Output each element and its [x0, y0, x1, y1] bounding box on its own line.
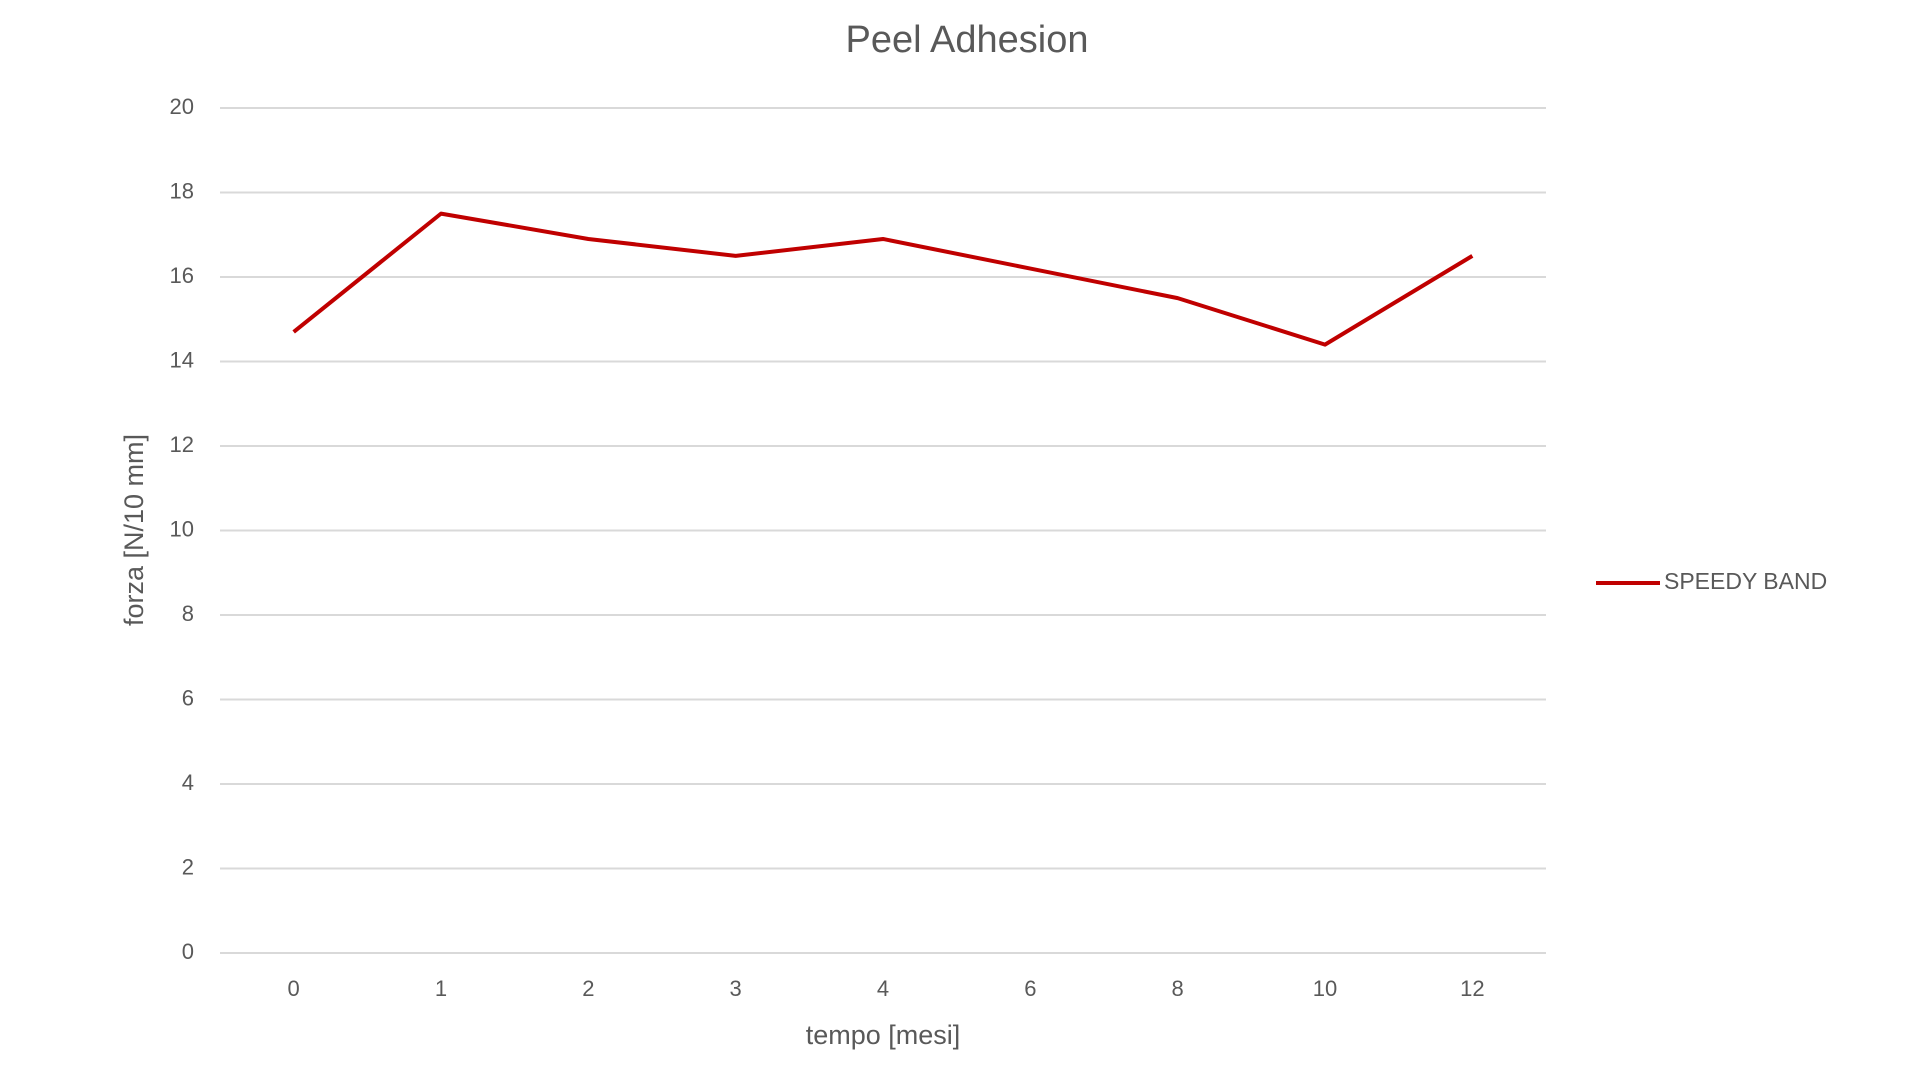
- x-tick-label: 12: [1460, 976, 1484, 1001]
- x-tick-label: 6: [1024, 976, 1036, 1001]
- y-tick-label: 6: [182, 685, 194, 710]
- x-tick-label: 0: [288, 976, 300, 1001]
- y-tick-label: 12: [170, 432, 194, 457]
- y-tick-label: 18: [170, 178, 194, 203]
- x-tick-label: 3: [730, 976, 742, 1001]
- x-tick-label: 1: [435, 976, 447, 1001]
- y-tick-label: 14: [170, 347, 194, 372]
- x-tick-label: 8: [1172, 976, 1184, 1001]
- y-axis-title: forza [N/10 mm]: [119, 434, 149, 626]
- y-tick-label: 2: [182, 854, 194, 879]
- y-tick-label: 4: [182, 770, 194, 795]
- legend-label: SPEEDY BAND: [1664, 568, 1827, 594]
- y-tick-label: 10: [170, 516, 194, 541]
- y-tick-label: 16: [170, 263, 194, 288]
- x-axis-title: tempo [mesi]: [806, 1020, 961, 1050]
- y-tick-label: 0: [182, 939, 194, 964]
- chart-title: Peel Adhesion: [846, 19, 1089, 61]
- series-line: [292, 211, 1474, 347]
- y-tick-label: 8: [182, 601, 194, 626]
- y-tick-label: 20: [170, 94, 194, 119]
- x-tick-label: 4: [877, 976, 889, 1001]
- x-tick-label: 10: [1313, 976, 1337, 1001]
- x-tick-label: 2: [582, 976, 594, 1001]
